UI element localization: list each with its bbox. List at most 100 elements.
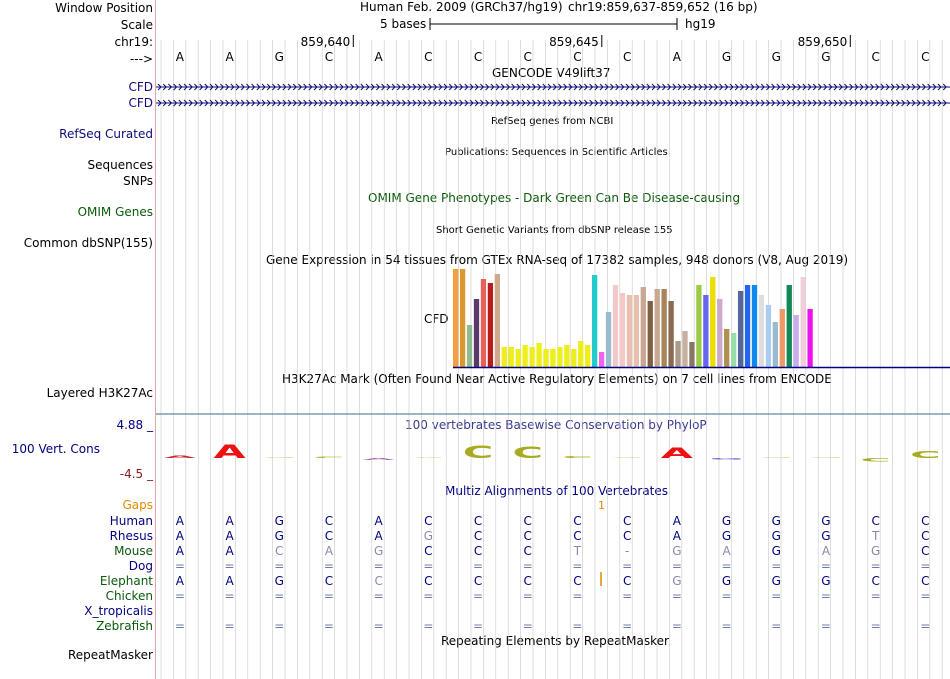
aligned-base: G: [772, 514, 781, 528]
phylop-track-label[interactable]: 100 Vert. Cons: [11, 442, 100, 456]
phylop-letter: C: [562, 456, 593, 459]
species-label[interactable]: Chicken: [105, 589, 153, 603]
phylop-letter: C: [860, 457, 891, 462]
phylop-letter: C: [910, 450, 941, 461]
aligned-base: C: [623, 529, 631, 543]
tick-label: 859,645: [549, 35, 599, 49]
scale-label: Scale: [120, 18, 153, 32]
snps-track-label[interactable]: SNPs: [123, 174, 153, 188]
species-label[interactable]: X_tropicalis: [84, 604, 153, 618]
aligned-base: =: [722, 559, 732, 573]
aligned-base: A: [722, 544, 731, 558]
aligned-base: C: [374, 574, 382, 588]
aligned-base: =: [622, 619, 632, 633]
species-label[interactable]: Rhesus: [109, 529, 153, 543]
db-name: hg19: [685, 17, 716, 31]
chr-label: chr19:: [114, 35, 153, 49]
gtex-tissue-bar: [557, 347, 563, 367]
phylop-letter: G: [709, 458, 743, 460]
aligned-base: A: [673, 514, 682, 528]
gtex-tissue-bar: [758, 295, 765, 367]
aligned-base: A: [822, 544, 831, 558]
tick-label: 859,640: [301, 35, 351, 49]
aligned-base: =: [821, 559, 831, 573]
aligned-base: =: [374, 619, 384, 633]
aligned-base: G: [672, 544, 681, 558]
gtex-tissue-bar: [598, 352, 605, 367]
gtex-tissue-bar: [807, 309, 813, 367]
aligned-base: =: [722, 619, 732, 633]
cfd-label-2[interactable]: CFD: [128, 96, 153, 110]
gtex-tissue-bar: [633, 295, 639, 367]
gtex-tissue-bar: [751, 285, 758, 367]
aligned-base: C: [275, 544, 283, 558]
dbsnp-track-label[interactable]: Common dbSNP(155): [23, 236, 153, 250]
species-label[interactable]: Mouse: [114, 544, 153, 558]
gtex-tissue-bar: [487, 283, 494, 367]
aligned-base: C: [424, 574, 432, 588]
gtex-tissue-bar: [703, 295, 709, 367]
phylop-letter: C: [512, 444, 543, 462]
base-letter: C: [524, 50, 532, 64]
aligned-base: -: [625, 544, 629, 558]
aligned-base: =: [374, 559, 384, 573]
aligned-base: =: [821, 619, 831, 633]
aligned-base: C: [921, 514, 929, 528]
h3k27ac-track-label[interactable]: Layered H3K27Ac: [46, 386, 153, 400]
gtex-tissue-bar: [480, 279, 487, 367]
repeatmasker-track-label[interactable]: RepeatMasker: [67, 648, 153, 662]
aligned-base: =: [523, 559, 533, 573]
gaps-label: Gaps: [122, 498, 153, 512]
aligned-base: C: [424, 544, 432, 558]
species-label[interactable]: Human: [109, 514, 153, 528]
base-letter: C: [573, 50, 581, 64]
species-label[interactable]: Dog: [128, 559, 153, 573]
aligned-base: G: [275, 514, 284, 528]
aligned-base: C: [524, 544, 532, 558]
species-label[interactable]: Elephant: [99, 574, 153, 588]
aligned-base: =: [871, 619, 881, 633]
gtex-tissue-bar: [661, 289, 667, 367]
cfd-gene-lines: [156, 83, 950, 107]
aligned-base: =: [225, 619, 235, 633]
gtex-tissue-bar: [543, 349, 549, 367]
gtex-tissue-bar: [765, 305, 772, 367]
aligned-base: G: [772, 544, 781, 558]
aligned-base: =: [572, 619, 582, 633]
publications-track-label[interactable]: Sequences: [87, 158, 153, 172]
aligned-base: A: [225, 514, 234, 528]
phylop-letter: C: [413, 457, 444, 458]
cfd-label-1[interactable]: CFD: [128, 80, 153, 94]
gtex-gene-label[interactable]: CFD: [424, 312, 449, 326]
gtex-tissue-bar: [515, 349, 521, 367]
gtex-tissue-bar: [800, 277, 806, 367]
gtex-tissue-bar: [772, 322, 778, 367]
aligned-base: C: [871, 514, 879, 528]
gtex-tissue-bar: [453, 269, 459, 367]
aligned-base: A: [225, 529, 234, 543]
phylop-letter: C: [314, 456, 345, 458]
aligned-base: A: [325, 544, 334, 558]
aligned-base: =: [920, 559, 930, 573]
gap-count-mark: 1: [598, 499, 605, 512]
base-letter: C: [871, 50, 879, 64]
omim-track-label[interactable]: OMIM Genes: [77, 205, 153, 219]
aligned-base: =: [423, 619, 433, 633]
aligned-base: C: [474, 544, 482, 558]
base-letter: A: [225, 50, 234, 64]
aligned-base: =: [871, 559, 881, 573]
phylop-letter: A: [213, 441, 245, 463]
refseq-track-label[interactable]: RefSeq Curated: [59, 127, 153, 141]
gtex-tissue-bar: [571, 349, 577, 367]
aligned-base: G: [821, 574, 830, 588]
gtex-tissue-bar: [605, 312, 612, 367]
gtex-tissue-bar: [473, 299, 480, 367]
aligned-base: =: [672, 559, 682, 573]
aligned-base: =: [274, 589, 284, 603]
species-label[interactable]: Zebrafish: [96, 619, 153, 633]
gtex-tissue-bar: [578, 341, 584, 367]
position-ticks: 859,640 859,645 859,650: [301, 35, 851, 49]
aligned-base: T: [573, 544, 582, 558]
